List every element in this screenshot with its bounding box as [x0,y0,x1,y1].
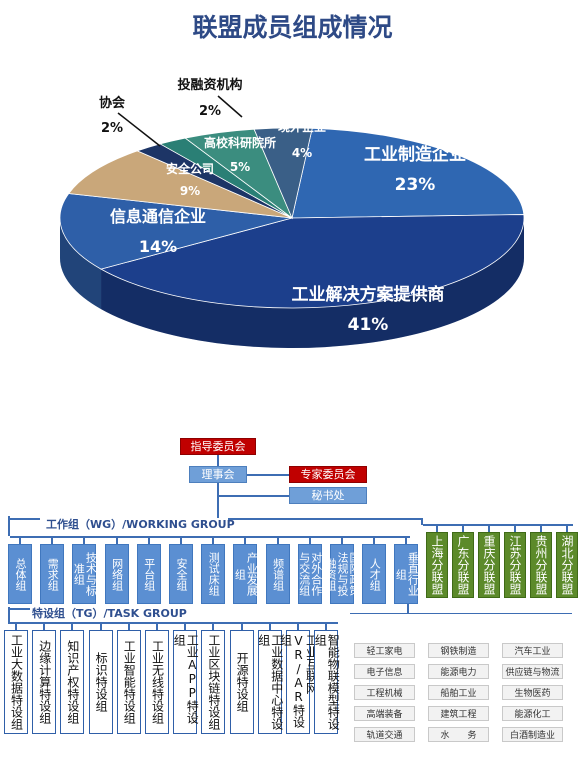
pie-top [59,127,525,309]
secretariat-box: 秘书处 [289,487,367,504]
task-group-8: 开源特设组 [229,630,254,734]
task-group-label: 特设组（TG）/TASK GROUP [32,607,187,620]
slice-value-2: 14% [139,237,177,256]
industry-10: 建筑工程 [428,706,489,721]
industry-11: 能源化工 [502,706,563,721]
task-group-7: 工业区块链特设组 [201,630,226,734]
slice-label-1: 工业解决方案提供商 [292,284,445,305]
council-box: 理事会 [189,466,247,483]
slice-value-5: 2% [199,104,221,119]
industry-5: 供应链与物流 [502,664,563,679]
leader-line-association [117,112,161,147]
working-group-1: 需求组 [40,544,65,604]
pie-slice-3 [68,150,293,219]
slice-value-7: 4% [292,146,312,160]
working-group-0: 总体组 [8,544,32,604]
slice-value-4: 2% [101,121,123,136]
industry-3: 电子信息 [354,664,415,679]
branch-1: 广东分联盟 [452,532,474,598]
working-group-7: 产业发展组 [233,544,258,604]
industry-8: 生物医药 [502,685,563,700]
working-group-10: 国际政策法规与投融资组 [324,544,361,604]
pie-slice-2 [59,193,293,270]
working-group-8: 频谱组 [265,544,290,604]
branch-5: 湖北分联盟 [556,532,578,598]
industry-2: 汽车工业 [502,643,563,658]
branch-0: 上海分联盟 [426,532,448,598]
task-group-11: 智能物联模型特设组 [313,630,340,734]
industry-7: 船舶工业 [428,685,489,700]
industry-1: 钢铁制造 [428,643,489,658]
industry-6: 工程机械 [354,685,415,700]
slice-value-1: 41% [348,315,389,335]
industry-13: 水 务 [428,727,489,742]
slice-label-0: 工业制造企业 [364,144,466,165]
pie-depth [60,218,525,349]
task-group-4: 工业智能特设组 [116,630,141,734]
pie-labels: 工业制造企业 23% 工业解决方案提供商 41% 信息通信企业 14% 安全公司 9% 协会 2%… [99,77,466,335]
task-group-10: 工业互联网VR/AR特设组 [279,630,319,734]
slice-value-6: 5% [230,160,250,174]
page-title: 联盟成员组成情况 [192,13,393,42]
industry-14: 白酒制造业 [502,727,563,742]
pie-slice-7 [253,127,313,220]
pie-slice-0 [291,127,525,219]
task-group-1: 边缘计算特设组 [32,630,57,734]
branch-2: 重庆分联盟 [478,532,500,598]
working-group-9: 对外合作与交流组 [297,544,323,604]
branch-3: 江苏分联盟 [504,532,526,598]
task-group-0: 工业大数据特设组 [4,630,28,734]
guide-committee-box: 指导委员会 [180,438,256,455]
working-group-label: 工作组（WG）/WORKING GROUP [46,518,235,531]
pie-chart: 工业制造企业 23% 工业解决方案提供商 41% 信息通信企业 14% 安全公司 9% 协会 2%… [59,77,525,349]
pie-slice-side-2 [60,218,102,310]
industry-4: 能源电力 [428,664,489,679]
working-group-5: 安全组 [169,544,193,604]
working-group-2: 技术与标准组 [72,544,97,604]
slice-label-4: 协会 [99,95,126,111]
slice-label-3: 安全公司 [166,161,214,176]
working-group-12: 垂直行业组 [394,544,419,604]
branch-4: 贵州分联盟 [530,532,552,598]
task-group-3: 标识特设组 [88,630,113,734]
slice-value-0: 23% [395,175,436,195]
slice-label-5: 投融资机构 [177,77,242,93]
pie-slice-1 [99,214,525,309]
working-group-4: 平台组 [136,544,161,604]
leader-line-investment [217,95,243,118]
pie-slice-side-1 [101,218,525,349]
slice-label-2: 信息通信企业 [110,207,206,226]
working-group-11: 人才组 [362,544,387,604]
slice-label-6: 高校科研院所 [204,135,276,150]
working-group-6: 测试床组 [201,544,226,604]
org-chart: 指导委员会 理事会 专家委员会 秘书处 工作组（WG）/WORKING GROU… [0,430,585,758]
industry-12: 轨道交通 [354,727,415,742]
pie-slice-side-shade-2 [60,218,102,310]
industry-9: 高端装备 [354,706,415,721]
task-group-9: 工业数据中心特设组 [257,630,284,734]
task-group-2: 知识产权特设组 [60,630,85,734]
slice-value-3: 9% [180,184,200,198]
working-group-3: 网络组 [104,544,129,604]
pie-slice-side-shade-1 [101,218,525,349]
industry-0: 轻工家电 [354,643,415,658]
task-group-5: 工业无线特设组 [145,630,169,734]
task-group-6: 工业APP特设组 [172,630,199,734]
slice-label-7: 境外企业 [278,119,326,134]
expert-committee-box: 专家委员会 [289,466,367,483]
